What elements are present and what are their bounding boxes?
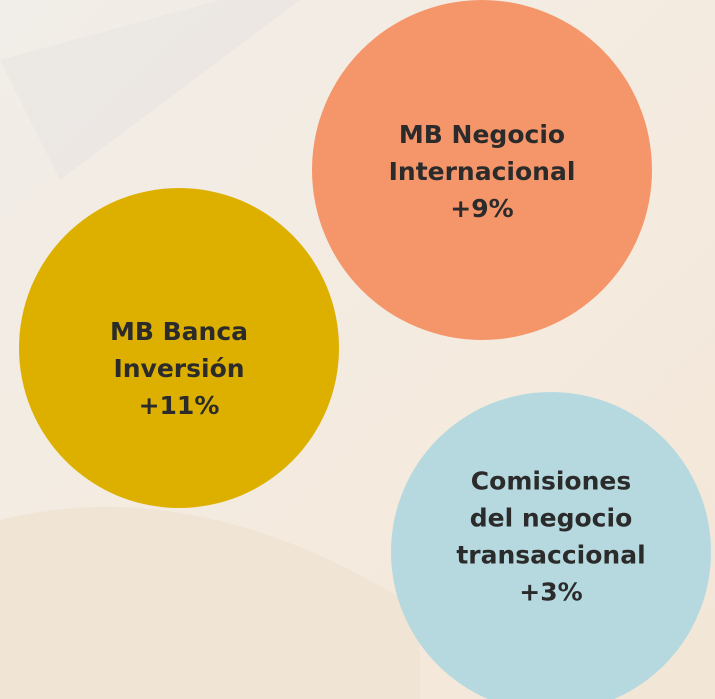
- node-label: transaccional: [456, 541, 645, 570]
- node-label: MB Banca: [110, 317, 248, 346]
- node-label: del negocio: [470, 504, 633, 533]
- circle-node: [19, 188, 339, 508]
- node-label: Comisiones: [471, 467, 631, 496]
- node-label: MB Negocio: [399, 120, 565, 149]
- node-label: +11%: [139, 391, 220, 420]
- node-label: Inversión: [113, 354, 244, 383]
- node-label: +9%: [450, 194, 513, 223]
- node-label: +3%: [519, 578, 582, 607]
- infographic: MB Negocio Internacional +9% MB Banca Invers…: [0, 0, 715, 699]
- page: MB Negocio Internacional +9% MB Banca Invers…: [0, 0, 715, 699]
- node-label: Internacional: [389, 157, 576, 186]
